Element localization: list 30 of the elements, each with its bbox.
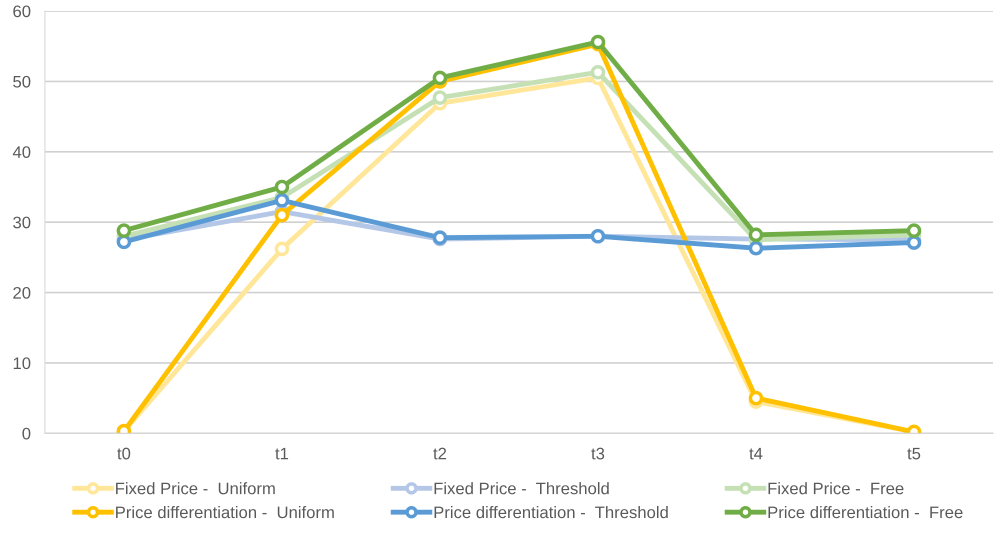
point	[116, 223, 132, 238]
point	[748, 240, 764, 256]
point	[590, 64, 606, 80]
point	[116, 234, 132, 250]
legend-label: Fixed Price - Uniform	[116, 482, 275, 494]
point	[906, 235, 922, 250]
y-tick-label: 40	[12, 146, 30, 158]
point	[432, 90, 448, 105]
y-tick-label: 30	[13, 216, 30, 228]
legend-label: Price differentiation - Free	[768, 506, 962, 518]
point	[748, 228, 764, 242]
point	[906, 223, 922, 238]
x-tick-label: t0	[117, 448, 130, 460]
legend-label: Price differentiation - Uniform	[116, 506, 334, 518]
x-tick-label: t5	[907, 448, 920, 460]
point	[274, 242, 290, 256]
legend-label: Fixed Price - Free	[768, 482, 904, 494]
y-tick-label: 60	[13, 5, 30, 18]
y-tick-label: 10	[14, 357, 30, 370]
x-tick-label: t1	[275, 448, 288, 460]
point	[748, 390, 764, 406]
x-tick-label: t3	[591, 448, 604, 460]
legend-label: Fixed Price - Threshold	[434, 482, 609, 494]
legend-label: Price differentiation - Threshold	[434, 506, 668, 518]
x-tick-label: t2	[433, 448, 446, 460]
y-tick-label: 50	[13, 76, 30, 88]
y-tick-label: 0	[22, 428, 30, 440]
x-tick-label: t4	[749, 448, 762, 460]
y-tick-label: 20	[13, 286, 30, 299]
point	[432, 70, 448, 86]
